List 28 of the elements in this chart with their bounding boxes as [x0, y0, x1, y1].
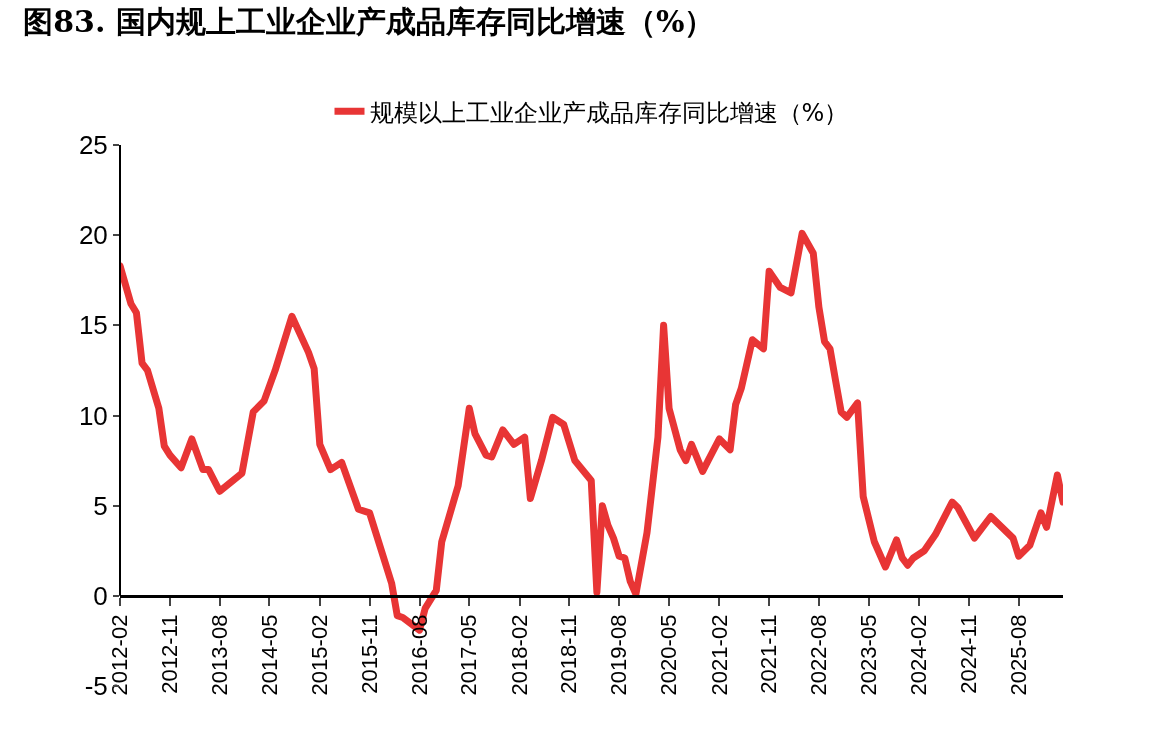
x-tick-label: 2012-11 — [157, 614, 183, 694]
x-tick-label: 2019-08 — [606, 614, 632, 696]
x-tick-label: 2015-11 — [356, 614, 382, 694]
x-tick-label: 2024-11 — [956, 614, 982, 694]
legend-label: 规模以上工业企业产成品库存同比增速（%） — [369, 98, 849, 127]
y-tick-label: 20 — [78, 220, 108, 251]
x-tick-label: 2018-11 — [556, 614, 582, 694]
y-tick-label: 10 — [78, 400, 108, 431]
y-tick-label: -5 — [84, 671, 108, 702]
x-tick-label: 2018-02 — [506, 614, 532, 696]
x-tick-label: 2021-11 — [756, 614, 782, 694]
chart-title: 图83. 国内规上工业企业产成品库存同比增速（%） — [23, 4, 715, 40]
x-tick-label: 2015-02 — [306, 614, 332, 696]
x-tick-label: 2021-02 — [706, 614, 732, 696]
x-tick-label: 2012-02 — [107, 614, 133, 696]
x-tick-label: 2020-05 — [656, 614, 682, 696]
x-tick-label: 2022-08 — [806, 614, 832, 696]
x-tick-label: 2013-08 — [206, 614, 232, 696]
x-tick-label: 2016-08 — [406, 614, 432, 696]
x-tick-label: 2024-02 — [906, 614, 932, 696]
y-tick-label: 25 — [78, 130, 108, 161]
x-tick-label: 2014-05 — [256, 614, 282, 696]
x-tick-label: 2025-08 — [1005, 614, 1031, 696]
x-tick-label: 2023-05 — [855, 614, 881, 696]
y-tick-label: 5 — [93, 490, 108, 521]
y-tick-label: 0 — [93, 580, 108, 611]
y-tick-label: 15 — [78, 310, 108, 341]
x-tick-label: 2017-05 — [456, 614, 482, 696]
